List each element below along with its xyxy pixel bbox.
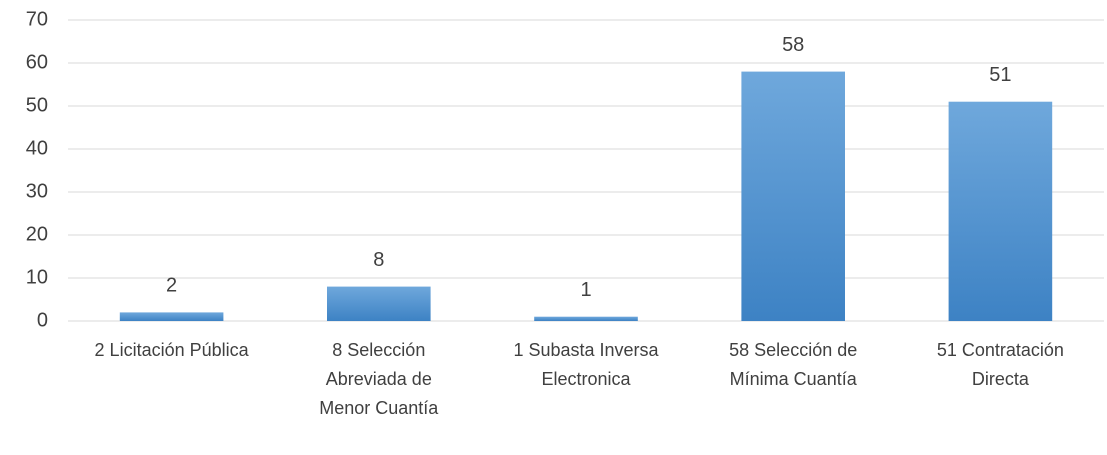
y-tick-label: 50 — [26, 94, 48, 116]
data-label: 58 — [782, 34, 804, 56]
x-tick-label: 1 Subasta Inversa Electronica — [513, 340, 659, 389]
y-tick-label: 60 — [26, 51, 48, 73]
y-tick-label: 0 — [37, 309, 48, 331]
y-tick-label: 30 — [26, 180, 48, 202]
bar — [741, 71, 845, 321]
data-label: 51 — [989, 64, 1011, 86]
data-label: 8 — [373, 249, 384, 271]
y-tick-label: 40 — [26, 137, 48, 159]
bar — [534, 316, 638, 321]
y-tick-label: 20 — [26, 223, 48, 245]
bar — [327, 286, 431, 321]
y-tick-label: 10 — [26, 266, 48, 288]
x-tick-label: 51 Contratación Directa — [936, 340, 1064, 389]
bar — [119, 312, 224, 321]
data-label: 1 — [580, 279, 591, 301]
data-label: 2 — [166, 275, 177, 297]
x-tick-label: 2 Licitación Pública — [94, 340, 249, 360]
bar — [948, 101, 1053, 321]
x-tick-label: 58 Selección de Mínima Cuantía — [729, 340, 858, 389]
y-tick-label: 70 — [26, 8, 48, 30]
x-tick-label: 8 Selección Abreviada de Menor Cuantía — [319, 340, 439, 418]
